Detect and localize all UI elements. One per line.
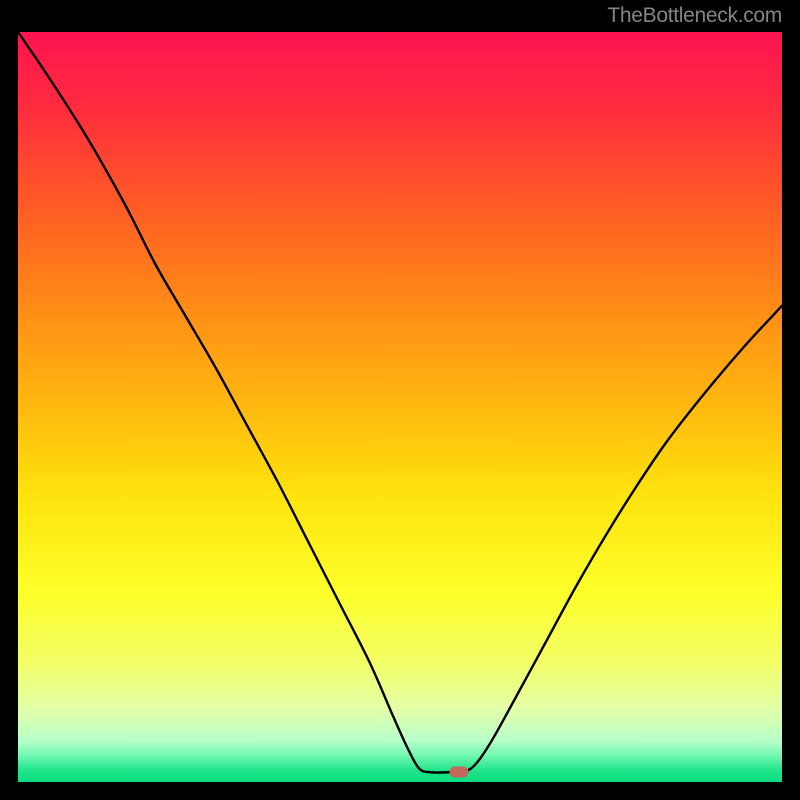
plot-area [18,32,782,782]
watermark-text: TheBottleneck.com [607,4,782,28]
optimal-point-marker [449,767,468,778]
curve-svg [18,32,782,782]
bottleneck-curve [18,32,782,773]
